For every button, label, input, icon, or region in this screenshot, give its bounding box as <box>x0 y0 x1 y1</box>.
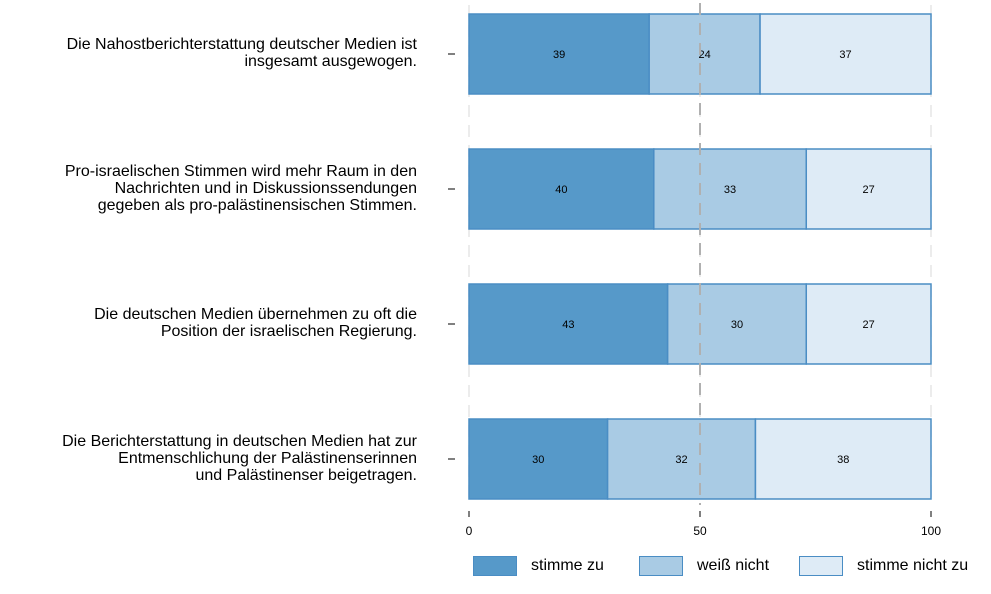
legend-item: stimme nicht zu <box>799 556 968 576</box>
category-label: Die Nahostberichterstattung deutscher Me… <box>67 36 417 70</box>
legend-item: weiß nicht <box>639 556 769 576</box>
category-label-line: gegeben als pro-palästinensischen Stimme… <box>97 196 417 214</box>
data-label: 30 <box>532 454 544 466</box>
legend-label: stimme zu <box>531 557 604 574</box>
data-label: 24 <box>698 49 710 61</box>
legend: stimme zu weiß nicht stimme nicht zu <box>0 556 991 580</box>
data-label: 43 <box>562 319 574 331</box>
bar-segment <box>606 418 757 500</box>
category-label-line: insgesamt ausgewogen. <box>244 53 417 70</box>
x-tick-label: 100 <box>921 524 941 538</box>
bar-segment <box>666 283 808 365</box>
category-label-line: Position der israelischen Regierung. <box>160 323 417 340</box>
bar-segment <box>468 13 650 95</box>
legend-label: stimme nicht zu <box>857 557 969 574</box>
category-label-line: Nachrichten und in Diskussionssendungen <box>114 179 417 197</box>
bar-segment <box>805 148 932 230</box>
category-label-line: Die deutschen Medien übernehmen zu oft d… <box>94 306 417 323</box>
category-label-line: Die Nahostberichterstattung deutscher Me… <box>66 36 417 53</box>
category-label-line: und Palästinenser beigetragen. <box>195 466 418 484</box>
category-label: Die deutschen Medien übernehmen zu oft d… <box>94 306 417 340</box>
legend-swatch <box>799 556 843 576</box>
category-label: Die Berichterstattung in deutschen Medie… <box>62 433 417 484</box>
bar-segment <box>468 148 655 230</box>
data-label: 27 <box>863 319 875 331</box>
data-label: 39 <box>553 49 565 61</box>
legend-swatch <box>639 556 683 576</box>
data-label: 37 <box>839 49 851 61</box>
category-label: Pro-israelischen Stimmen wird mehr Raum … <box>65 163 417 214</box>
bar-segment <box>653 148 808 230</box>
category-label-line: Die Berichterstattung in deutschen Medie… <box>62 432 417 450</box>
bar-segment <box>805 283 932 365</box>
bar-segment <box>754 418 932 500</box>
category-label-line: Pro-israelischen Stimmen wird mehr Raum … <box>64 162 417 180</box>
data-label: 30 <box>731 319 743 331</box>
data-label: 38 <box>837 454 849 466</box>
data-label: 32 <box>675 454 687 466</box>
bar-segment <box>759 13 932 95</box>
x-tick-label: 50 <box>693 524 707 538</box>
legend-swatch <box>473 556 517 576</box>
category-label-line: Entmenschlichung der Palästinenserinnen <box>118 449 417 467</box>
bar-segment <box>648 13 761 95</box>
data-label: 33 <box>724 184 736 196</box>
data-label: 27 <box>863 184 875 196</box>
legend-label: weiß nicht <box>697 557 770 574</box>
bar-segment <box>468 418 609 500</box>
bar-segment <box>468 283 669 365</box>
data-label: 40 <box>555 184 567 196</box>
x-tick-label: 0 <box>466 524 473 538</box>
legend-item: stimme zu <box>473 556 604 576</box>
